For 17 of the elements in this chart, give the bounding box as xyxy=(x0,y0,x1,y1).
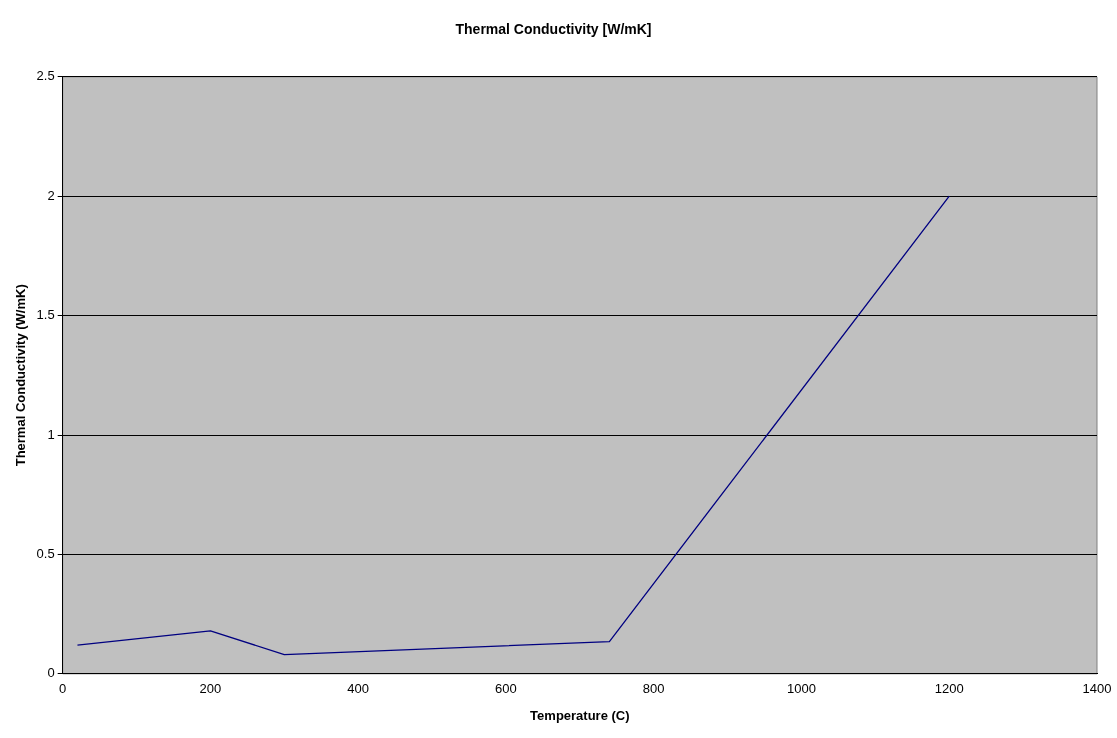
y-axis-title: Thermal Conductivity (W/mK) xyxy=(13,284,29,467)
x-tick-label: 400 xyxy=(347,681,370,697)
x-tick-label: 800 xyxy=(642,681,665,697)
chart-title: Thermal Conductivity [W/mK] xyxy=(455,21,652,38)
x-tick-label: 1000 xyxy=(787,681,816,697)
x-tick-label: 600 xyxy=(495,681,517,697)
y-tick-label: 0.5 xyxy=(36,545,55,561)
x-tick-label: 0 xyxy=(59,681,67,697)
x-tick-label: 200 xyxy=(199,681,222,697)
y-tick-label: 2 xyxy=(47,187,55,203)
y-tick-label: 2.5 xyxy=(36,68,55,84)
y-tick-label: 0 xyxy=(47,665,55,681)
x-tick-label: 1400 xyxy=(1082,681,1112,697)
y-tick-label: 1.5 xyxy=(36,307,55,323)
y-tick-label: 1 xyxy=(47,426,55,442)
x-axis-title: Temperature (C) xyxy=(530,707,630,723)
x-tick-label: 1200 xyxy=(934,681,964,697)
